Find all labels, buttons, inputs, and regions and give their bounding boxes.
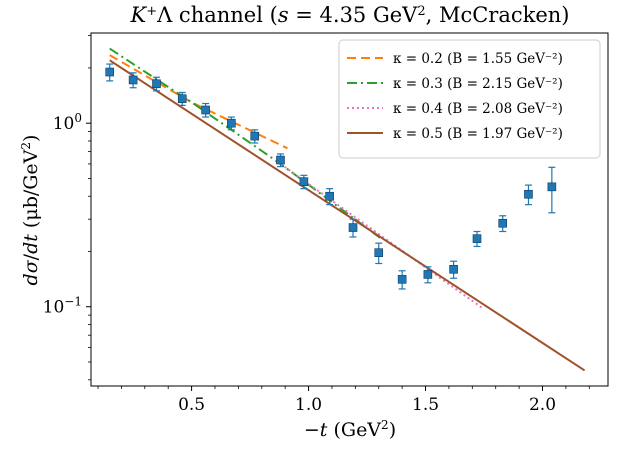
data-marker bbox=[498, 218, 508, 228]
x-tick-label-0: 0.5 bbox=[178, 395, 205, 415]
data-points bbox=[105, 63, 557, 290]
series-line-kappa-2 bbox=[279, 163, 485, 311]
data-point-7 bbox=[276, 153, 285, 168]
data-point-10 bbox=[348, 218, 358, 238]
legend-label-2: κ = 0.4 (B = 2.08 GeV⁻²) bbox=[393, 101, 563, 117]
data-marker bbox=[325, 191, 334, 201]
y-tick-label-0: 100 bbox=[53, 111, 82, 134]
data-marker bbox=[547, 182, 557, 192]
data-point-14 bbox=[449, 260, 458, 279]
data-point-3 bbox=[177, 91, 187, 107]
y-tick-label-1: 10−1 bbox=[43, 295, 82, 318]
plot-area-frame bbox=[90, 32, 609, 387]
data-point-8 bbox=[299, 174, 309, 190]
data-marker bbox=[128, 75, 138, 85]
data-marker bbox=[152, 79, 161, 89]
data-marker bbox=[524, 189, 533, 199]
series-line-kappa-0 bbox=[109, 54, 288, 150]
data-point-13 bbox=[423, 266, 433, 284]
data-point-5 bbox=[227, 116, 236, 131]
data-marker bbox=[374, 248, 384, 257]
legend: κ = 0.2 (B = 1.55 GeV⁻²) κ = 0.3 (B = 2.1… bbox=[338, 39, 601, 159]
x-tick-label-3: 2.0 bbox=[529, 395, 556, 415]
data-point-12 bbox=[397, 270, 407, 290]
data-marker bbox=[250, 131, 260, 141]
data-point-9 bbox=[325, 188, 334, 206]
data-point-18 bbox=[547, 166, 557, 214]
legend-label-0: κ = 0.2 (B = 1.55 GeV⁻²) bbox=[393, 51, 563, 67]
data-marker bbox=[105, 67, 115, 77]
data-point-2 bbox=[152, 76, 161, 92]
data-marker bbox=[348, 223, 358, 232]
data-point-1 bbox=[128, 72, 138, 89]
x-tick-label-2: 1.5 bbox=[412, 395, 439, 415]
data-marker bbox=[177, 94, 187, 103]
x-axis-label: −t (GeV2) bbox=[304, 418, 396, 441]
data-marker bbox=[449, 264, 458, 274]
data-point-16 bbox=[498, 215, 508, 233]
data-point-11 bbox=[374, 242, 384, 265]
series-line-kappa-1 bbox=[109, 47, 382, 240]
data-marker bbox=[397, 275, 407, 284]
data-point-0 bbox=[105, 63, 115, 82]
series-line-kappa-3 bbox=[109, 59, 586, 372]
y-axis-label: dσ/dt (μb/GeV2) bbox=[19, 135, 42, 286]
data-marker bbox=[299, 177, 309, 186]
data-marker bbox=[423, 270, 433, 279]
data-marker bbox=[201, 105, 210, 115]
data-point-4 bbox=[201, 102, 210, 118]
model-curves bbox=[109, 47, 586, 372]
data-point-15 bbox=[472, 230, 482, 248]
legend-label-1: κ = 0.3 (B = 2.15 GeV⁻²) bbox=[393, 76, 563, 92]
data-marker bbox=[276, 155, 285, 165]
data-point-17 bbox=[524, 184, 533, 206]
data-marker bbox=[472, 234, 482, 243]
legend-box bbox=[338, 39, 601, 159]
data-point-6 bbox=[250, 129, 260, 144]
chart-title: K+Λ channel (s = 4.35 GeV2, McCracken) bbox=[129, 3, 569, 27]
legend-label-3: κ = 0.5 (B = 1.97 GeV⁻²) bbox=[393, 126, 563, 142]
data-marker bbox=[227, 118, 236, 128]
axis-ticks: 0.5 1.0 1.5 2.0 100 10−1 bbox=[43, 35, 590, 415]
x-tick-label-1: 1.0 bbox=[295, 395, 322, 415]
